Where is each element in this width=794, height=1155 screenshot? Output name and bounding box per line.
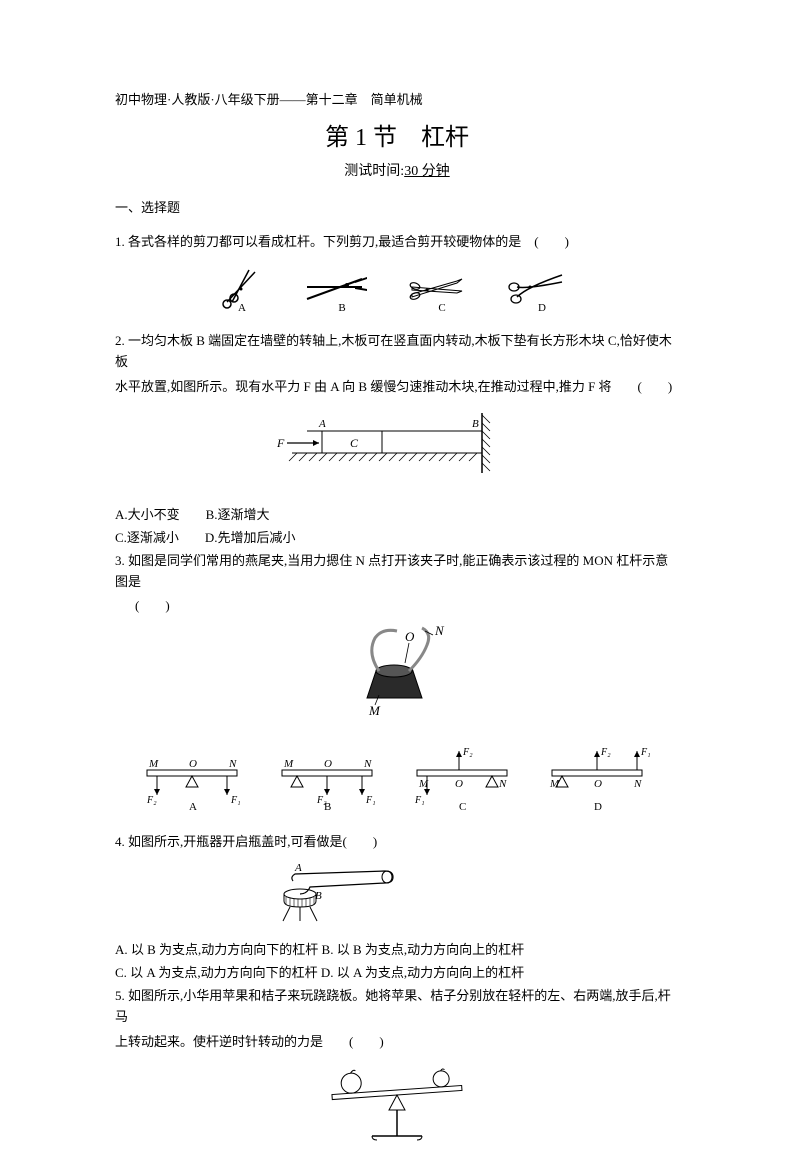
q3-figure-main: M O N: [115, 623, 679, 735]
q2-b: B: [472, 418, 479, 430]
q5-figure: [115, 1058, 679, 1155]
q2-line2: 水平放置,如图所示。现有水平力 F 由 A 向 B 缓慢匀速推动木块,在推动过程…: [115, 377, 679, 398]
q4-figure: A B: [115, 859, 679, 931]
svg-text:C: C: [459, 801, 466, 813]
svg-text:M: M: [283, 758, 294, 770]
svg-text:B: B: [324, 801, 331, 813]
svg-text:F₁: F₁: [230, 795, 241, 806]
q3-o: O: [405, 629, 415, 644]
q3-options-figure: M O N F₂ F₁ A M O N F₂ F₁ B M O: [115, 745, 679, 822]
svg-text:A: A: [189, 801, 197, 813]
svg-text:O: O: [324, 758, 332, 770]
svg-text:F₁: F₁: [365, 795, 376, 806]
q4-a: A: [294, 862, 302, 874]
q2-optA: A.大小不变 B.逐渐增大: [115, 505, 679, 526]
q4-line2: C. 以 A 为支点,动力方向向下的杠杆 D. 以 A 为支点,动力方向向上的杠…: [115, 963, 679, 984]
svg-text:D: D: [594, 801, 602, 813]
q5-line2: 上转动起来。使杆逆时针转动的力是 ( ): [115, 1032, 679, 1053]
svg-text:M: M: [148, 758, 159, 770]
q2-line1: 2. 一均匀木板 B 端固定在墙壁的转轴上,木板可在竖直面内转动,木板下垫有长方…: [115, 331, 679, 373]
q1-text: 1. 各式各样的剪刀都可以看成杠杆。下列剪刀,最适合剪开较硬物体的是 ( ): [115, 232, 679, 253]
q2-a: A: [318, 418, 326, 430]
svg-text:N: N: [633, 778, 642, 790]
svg-text:N: N: [363, 758, 372, 770]
q2-figure: F C A B: [115, 403, 679, 495]
svg-text:O: O: [455, 778, 463, 790]
svg-text:F₂: F₂: [462, 747, 473, 758]
page-title: 第 1 节 杠杆: [115, 119, 679, 157]
svg-text:O: O: [189, 758, 197, 770]
test-time: 测试时间:30 分钟: [115, 161, 679, 183]
svg-text:F₁: F₁: [414, 795, 425, 806]
svg-text:N: N: [498, 778, 507, 790]
q3-n: N: [434, 623, 445, 638]
q5-line1: 5. 如图所示,小华用苹果和桔子来玩跷跷板。她将苹果、桔子分别放在轻杆的左、右两…: [115, 986, 679, 1028]
svg-text:F₁: F₁: [640, 747, 651, 758]
q3-m: M: [368, 703, 381, 718]
svg-text:F₂: F₂: [600, 747, 611, 758]
q2-c: C: [350, 436, 359, 450]
q4-line1: A. 以 B 为支点,动力方向向下的杠杆 B. 以 B 为支点,动力方向向上的杠…: [115, 940, 679, 961]
time-label: 测试时间:: [344, 164, 404, 179]
section-heading: 一、选择题: [115, 198, 679, 219]
q1-label-b: B: [338, 302, 345, 314]
q4-b: B: [315, 890, 322, 902]
svg-text:M: M: [549, 778, 560, 790]
q3-text: 3. 如图是同学们常用的燕尾夹,当用力摁住 N 点打开该夹子时,能正确表示该过程…: [115, 551, 679, 593]
q1-label-d: D: [538, 302, 546, 314]
q3-paren: ( ): [115, 596, 679, 617]
q4-text: 4. 如图所示,开瓶器开启瓶盖时,可看做是( ): [115, 832, 679, 853]
q1-label-c: C: [438, 302, 445, 314]
q2-f: F: [276, 436, 285, 450]
svg-text:O: O: [594, 778, 602, 790]
svg-text:F₂: F₂: [146, 795, 157, 806]
q1-label-a: A: [238, 302, 246, 314]
time-value: 30 分钟: [404, 164, 450, 179]
breadcrumb: 初中物理·人教版·八年级下册——第十二章 简单机械: [115, 90, 679, 111]
q2-optC: C.逐渐减小 D.先增加后减小: [115, 528, 679, 549]
q1-figure: A B C D: [115, 259, 679, 321]
svg-text:N: N: [228, 758, 237, 770]
